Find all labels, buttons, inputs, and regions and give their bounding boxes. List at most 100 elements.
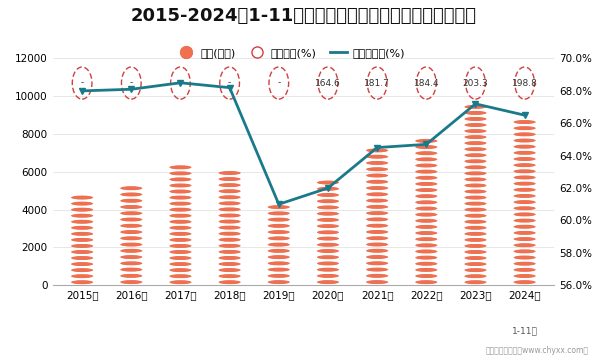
Ellipse shape: [219, 256, 240, 260]
Text: 203.3: 203.3: [463, 79, 489, 88]
Ellipse shape: [415, 213, 438, 216]
Ellipse shape: [415, 157, 438, 161]
Ellipse shape: [170, 238, 191, 242]
Ellipse shape: [71, 250, 93, 254]
Ellipse shape: [317, 230, 339, 234]
Ellipse shape: [72, 275, 93, 278]
Ellipse shape: [169, 256, 192, 260]
Ellipse shape: [464, 111, 487, 115]
Ellipse shape: [514, 244, 535, 247]
Ellipse shape: [317, 224, 339, 228]
Ellipse shape: [120, 205, 143, 209]
Ellipse shape: [317, 243, 339, 247]
Ellipse shape: [416, 195, 437, 198]
Ellipse shape: [170, 178, 191, 181]
Ellipse shape: [366, 192, 388, 196]
Ellipse shape: [415, 268, 438, 272]
Ellipse shape: [415, 151, 438, 155]
Ellipse shape: [367, 149, 388, 152]
Ellipse shape: [366, 199, 388, 202]
Ellipse shape: [416, 238, 437, 241]
Ellipse shape: [219, 281, 240, 284]
Ellipse shape: [219, 280, 241, 284]
Ellipse shape: [465, 166, 486, 169]
Ellipse shape: [120, 192, 143, 196]
Ellipse shape: [415, 194, 438, 198]
Ellipse shape: [514, 231, 536, 235]
Ellipse shape: [170, 269, 191, 272]
Ellipse shape: [415, 163, 438, 167]
Ellipse shape: [120, 249, 143, 253]
Text: -: -: [179, 79, 182, 88]
Ellipse shape: [72, 226, 93, 229]
Ellipse shape: [514, 145, 536, 149]
Ellipse shape: [219, 214, 240, 217]
Ellipse shape: [366, 280, 388, 284]
Ellipse shape: [317, 206, 339, 209]
Ellipse shape: [465, 208, 486, 211]
Ellipse shape: [367, 174, 388, 177]
Ellipse shape: [72, 281, 93, 284]
Ellipse shape: [366, 261, 388, 265]
Ellipse shape: [465, 117, 486, 121]
Ellipse shape: [219, 201, 241, 205]
Text: 181.7: 181.7: [364, 79, 390, 88]
Ellipse shape: [416, 213, 437, 216]
Ellipse shape: [120, 280, 143, 284]
Ellipse shape: [465, 178, 486, 181]
Ellipse shape: [415, 231, 438, 235]
Ellipse shape: [416, 201, 437, 204]
Ellipse shape: [121, 243, 142, 246]
Ellipse shape: [464, 165, 487, 169]
Ellipse shape: [72, 250, 93, 253]
Ellipse shape: [170, 196, 191, 199]
Ellipse shape: [465, 111, 486, 115]
Ellipse shape: [415, 145, 438, 149]
Ellipse shape: [464, 208, 487, 212]
Ellipse shape: [268, 243, 290, 247]
Ellipse shape: [170, 256, 191, 260]
Ellipse shape: [366, 149, 388, 153]
Ellipse shape: [317, 280, 339, 284]
Ellipse shape: [465, 184, 486, 187]
Ellipse shape: [514, 145, 535, 148]
Ellipse shape: [514, 237, 535, 241]
Ellipse shape: [268, 224, 290, 228]
Ellipse shape: [219, 208, 241, 211]
Ellipse shape: [219, 232, 240, 235]
Ellipse shape: [367, 230, 388, 234]
Ellipse shape: [120, 255, 143, 259]
Ellipse shape: [514, 127, 535, 130]
Ellipse shape: [416, 158, 437, 161]
Ellipse shape: [514, 139, 535, 142]
Ellipse shape: [514, 213, 536, 216]
Ellipse shape: [465, 154, 486, 157]
Ellipse shape: [170, 220, 191, 223]
Ellipse shape: [464, 190, 487, 194]
Ellipse shape: [121, 218, 142, 221]
Text: -: -: [130, 79, 133, 88]
Ellipse shape: [514, 188, 536, 192]
Ellipse shape: [219, 189, 241, 193]
Ellipse shape: [514, 250, 535, 253]
Ellipse shape: [72, 208, 93, 211]
Ellipse shape: [219, 177, 241, 181]
Ellipse shape: [72, 244, 93, 248]
Ellipse shape: [464, 214, 487, 218]
Ellipse shape: [416, 274, 437, 278]
Ellipse shape: [514, 256, 535, 259]
Ellipse shape: [219, 269, 240, 272]
Ellipse shape: [170, 166, 191, 169]
Ellipse shape: [219, 275, 240, 278]
Ellipse shape: [169, 190, 192, 194]
Ellipse shape: [72, 232, 93, 236]
Ellipse shape: [169, 202, 192, 206]
Ellipse shape: [317, 205, 339, 209]
Ellipse shape: [317, 243, 339, 246]
Ellipse shape: [169, 214, 192, 218]
Ellipse shape: [121, 187, 142, 190]
Ellipse shape: [366, 255, 388, 259]
Ellipse shape: [464, 123, 487, 127]
Ellipse shape: [219, 196, 240, 199]
Ellipse shape: [170, 190, 191, 193]
